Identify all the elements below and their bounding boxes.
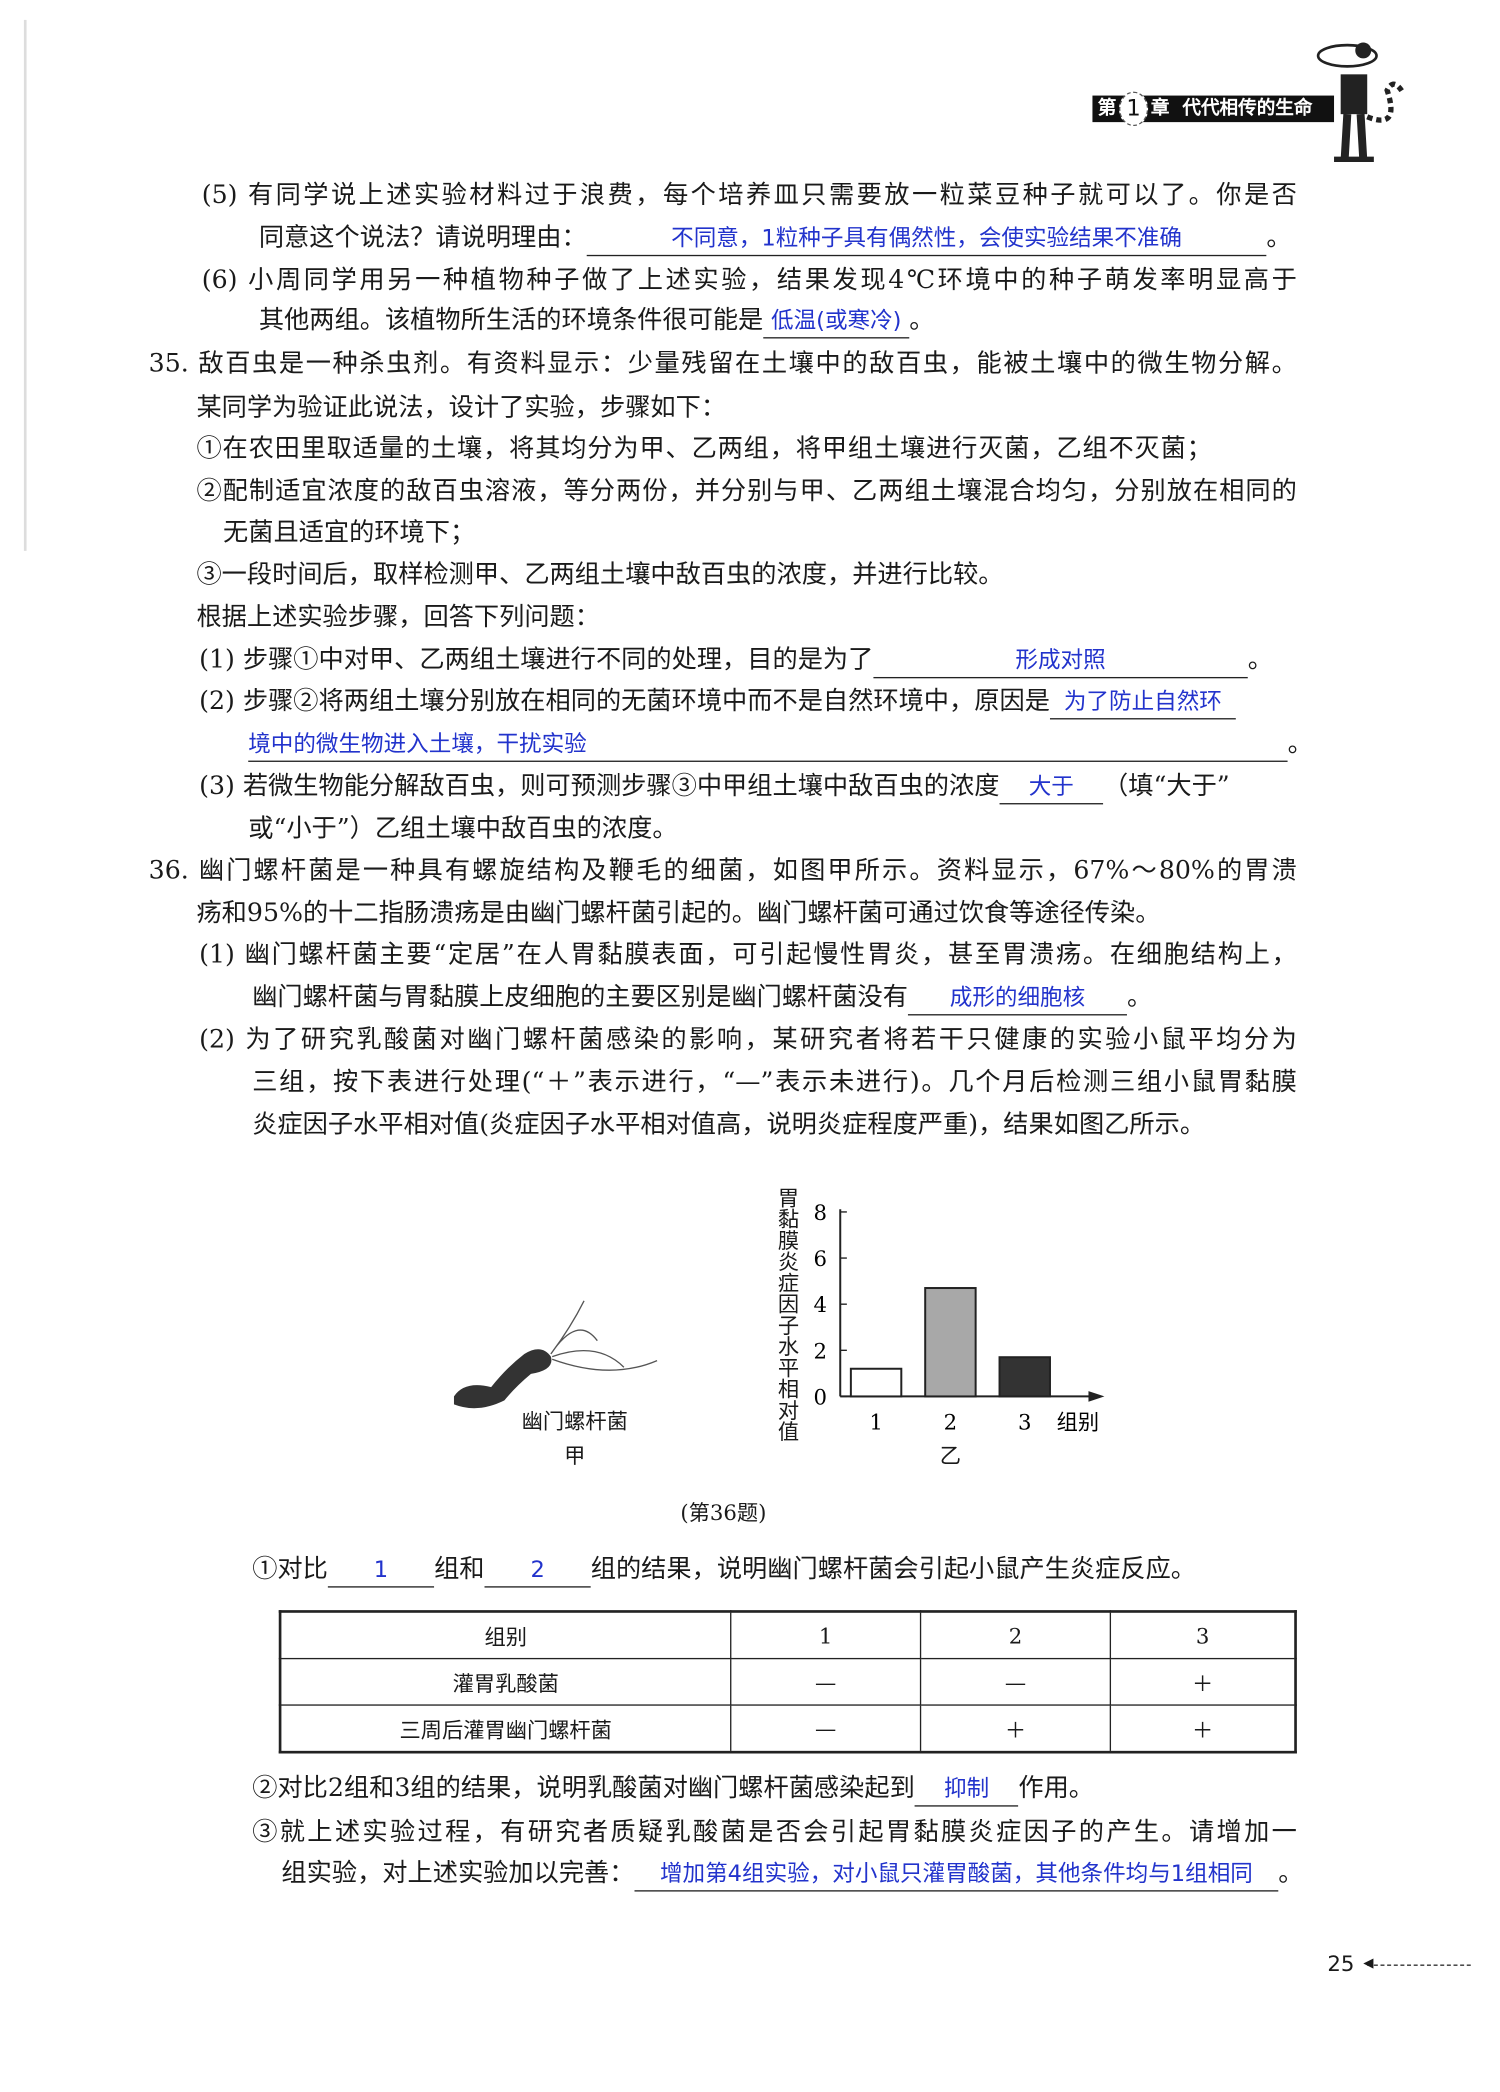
y-tick-label: 4	[813, 1293, 827, 1318]
fig-a-tag: 甲	[564, 1442, 586, 1469]
chapter-prefix: 第	[1097, 98, 1117, 120]
q35-p2-cont: 境中的微生物进入土壤，干扰实验。	[248, 725, 1313, 762]
table-cell: —	[730, 1704, 922, 1753]
q36-s1-answer1: 1	[327, 1554, 435, 1588]
q35-p2-answer-a: 为了防止自然环	[1049, 686, 1236, 720]
table-cell: 三周后灌胃幽门螺杆菌	[279, 1704, 732, 1753]
chapter-title: 代代相传的生命	[1182, 98, 1313, 120]
table-cell: —	[730, 1657, 922, 1706]
q35-stem1: 35. 敌百虫是一种杀虫剂。有资料显示：少量残留在土壤中的敌百虫，能被土壤中的微…	[148, 349, 1297, 379]
q36-p1-text: 幽门螺杆菌与胃黏膜上皮细胞的主要区别是幽门螺杆菌没有	[252, 982, 908, 1012]
q35-p3: (3) 若微生物能分解敌百虫，则可预测步骤③中甲组土壤中敌百虫的浓度 大于 （填“大…	[199, 767, 1230, 805]
bar-group-2	[924, 1287, 977, 1398]
bar-group-3	[998, 1356, 1051, 1398]
table-header: 组别	[279, 1610, 732, 1660]
y-tick-label: 6	[813, 1247, 827, 1272]
q36-p2a: (2) 为了研究乳酸菌对幽门螺杆菌感染的影响，某研究者将若干只健康的实验小鼠平均…	[199, 1024, 1297, 1054]
x-axis-label: 组别	[1057, 1411, 1099, 1436]
q35-p3-hint: （填“大于”	[1103, 771, 1230, 801]
q36-s1-text-a: ①对比	[252, 1554, 328, 1584]
q35-p1: (1) 步骤①中对甲、乙两组土壤进行不同的处理，目的是为了 形成对照。	[199, 641, 1273, 679]
q34-p6-answer: 低温(或寒冷)	[763, 305, 910, 339]
q35-p2-text: (2) 步骤②将两组土壤分别放在相同的无菌环境中而不是自然环境中，原因是	[199, 686, 1050, 716]
table-header: 1	[730, 1610, 922, 1660]
q35-p2-answer-b: 境中的微生物进入土壤，干扰实验	[248, 729, 1288, 762]
q35-step2a: ②配制适宜浓度的敌百虫溶液，等分两份，并分别与甲、乙两组土壤混合均匀，分别放在相…	[196, 476, 1297, 506]
q34-p6-text: 其他两组。该植物所生活的环境条件很可能是	[258, 305, 764, 335]
margin-line	[23, 19, 27, 551]
q35-p3-text: (3) 若微生物能分解敌百虫，则可预测步骤③中甲组土壤中敌百虫的浓度	[199, 771, 1000, 801]
chart-ylabel: 胃黏膜炎症因子水平相对值	[773, 1186, 800, 1442]
table-header: 3	[1109, 1610, 1297, 1660]
bar-group-1	[849, 1367, 903, 1398]
q34-p5-line2: 同意这个说法？请说明理由： 不同意，1粒种子具有偶然性，会使实验结果不准确。	[258, 219, 1292, 257]
y-tick-label: 2	[813, 1339, 827, 1364]
bar-chart: 0 2 4 6 8 1 2 3 组别	[813, 1201, 1105, 1436]
arrow-left-icon: ◀	[1363, 1956, 1374, 1972]
x-tick-label: 3	[1018, 1411, 1032, 1436]
table-cell: —	[919, 1657, 1112, 1706]
q36-s1: ①对比 1 组和 2 组的结果，说明幽门螺杆菌会引起小鼠产生炎症反应。	[252, 1550, 1197, 1588]
q36-p2c: 炎症因子水平相对值(炎症因子水平相对值高，说明炎症程度严重)，结果如图乙所示。	[252, 1109, 1206, 1139]
q36-s3-answer: 增加第4组实验，对小鼠只灌胃酸菌，其他条件均与1组相同	[634, 1858, 1279, 1892]
table-row: 三周后灌胃幽门螺杆菌 — ＋ ＋	[279, 1704, 1297, 1753]
q36-s1-text-b: 组和	[434, 1554, 485, 1584]
q36-s2: ②对比2组和3组的结果，说明乳酸菌对幽门螺杆菌感染起到 抑制 作用。	[252, 1769, 1095, 1807]
page-arrow-line	[1367, 1964, 1471, 1966]
table-header: 2	[919, 1610, 1112, 1660]
q36-p2b: 三组，按下表进行处理(“＋”表示进行，“—”表示未进行)。几个月后检测三组小鼠胃…	[252, 1067, 1297, 1097]
table-header-row: 组别 1 2 3	[279, 1610, 1297, 1660]
q35-step2b: 无菌且适宜的环境下；	[223, 517, 476, 547]
y-tick-label: 8	[813, 1201, 827, 1226]
q35-p3-answer: 大于	[999, 771, 1104, 805]
helicobacter-illustration	[453, 1300, 658, 1409]
q35-prompt: 根据上述实验步骤，回答下列问题：	[196, 602, 601, 632]
q34-p6-line1: (6) 小周同学用另一种植物种子做了上述实验，结果发现4℃环境中的种子萌发率明显…	[201, 265, 1297, 295]
q36-p1-answer: 成形的细胞核	[907, 982, 1127, 1016]
q36-s1-answer2: 2	[484, 1554, 591, 1588]
q36-s2-text: ②对比2组和3组的结果，说明乳酸菌对幽门螺杆菌感染起到	[252, 1773, 915, 1803]
fig-a-label: 幽门螺杆菌	[521, 1408, 628, 1434]
q35-p3-cont: 或“小于”）乙组土壤中敌百虫的浓度。	[248, 813, 678, 843]
q36-s2-answer: 抑制	[914, 1773, 1019, 1807]
q35-stem2: 某同学为验证此说法，设计了实验，步骤如下：	[196, 392, 727, 423]
table-row: 灌胃乳酸菌 — — ＋	[279, 1657, 1297, 1706]
q36-s3-text: 组实验，对上述实验加以完善：	[281, 1858, 635, 1888]
x-tick-label: 1	[869, 1411, 883, 1436]
q36-s1-text-c: 组的结果，说明幽门螺杆菌会引起小鼠产生炎症反应。	[590, 1554, 1197, 1584]
q36-stem2: 疡和95%的十二指肠溃疡是由幽门螺杆菌引起的。幽门螺杆菌可通过饮食等途径传染。	[196, 898, 1161, 928]
y-tick-label: 0	[813, 1385, 827, 1410]
x-axis-arrow-icon	[1088, 1391, 1105, 1402]
q34-p5-answer: 不同意，1粒种子具有偶然性，会使实验结果不准确	[586, 223, 1267, 257]
table-cell: ＋	[919, 1704, 1112, 1753]
q36-p1a: (1) 幽门螺杆菌主要“定居”在人胃黏膜表面，可引起慢性胃炎，甚至胃溃疡。在细胞…	[199, 939, 1297, 970]
q34-p5-line1: (5) 有同学说上述实验材料过于浪费，每个培养皿只需要放一粒菜豆种子就可以了。你…	[201, 180, 1297, 210]
treatment-table: 组别 1 2 3 灌胃乳酸菌 — — ＋ 三周后灌胃幽门螺杆菌 — ＋ ＋	[278, 1610, 1297, 1754]
q35-p2: (2) 步骤②将两组土壤分别放在相同的无菌环境中而不是自然环境中，原因是 为了防止…	[199, 682, 1236, 720]
table-cell: ＋	[1109, 1704, 1297, 1753]
figure-caption: (第36题)	[680, 1499, 767, 1526]
tiger-mascot-icon	[1316, 42, 1406, 162]
chapter-number: 1	[1118, 91, 1149, 127]
fig-b-tag: 乙	[939, 1442, 962, 1469]
q34-p6-line2: 其他两组。该植物所生活的环境条件很可能是 低温(或寒冷)。	[258, 301, 935, 339]
table-cell: 灌胃乳酸菌	[279, 1657, 732, 1706]
chapter-suffix: 章	[1150, 98, 1170, 120]
q34-p5-text: 同意这个说法？请说明理由：	[258, 223, 587, 253]
q36-s3b: 组实验，对上述实验加以完善： 增加第4组实验，对小鼠只灌胃酸菌，其他条件均与1组相…	[281, 1854, 1304, 1892]
table-cell: ＋	[1109, 1657, 1297, 1706]
q36-s2-text-b: 作用。	[1018, 1773, 1095, 1803]
q36-s3a: ③就上述实验过程，有研究者质疑乳酸菌是否会引起胃黏膜炎症因子的产生。请增加一	[252, 1817, 1297, 1847]
q35-p1-text: (1) 步骤①中对甲、乙两组土壤进行不同的处理，目的是为了	[199, 645, 874, 675]
q36-p1b: 幽门螺杆菌与胃黏膜上皮细胞的主要区别是幽门螺杆菌没有 成形的细胞核。	[252, 978, 1152, 1016]
q35-step3: ③一段时间后，取样检测甲、乙两组土壤中敌百虫的浓度，并进行比较。	[196, 560, 1004, 590]
q36-stem1: 36. 幽门螺杆菌是一种具有螺旋结构及鞭毛的细菌，如图甲所示。资料显示，67%～…	[148, 856, 1297, 886]
q35-step1: ①在农田里取适量的土壤，将其均分为甲、乙两组，将甲组土壤进行灭菌，乙组不灭菌；	[196, 434, 1212, 464]
q35-p1-answer: 形成对照	[873, 645, 1248, 679]
x-tick-label: 2	[944, 1411, 958, 1436]
page-number: 25	[1327, 1951, 1355, 1977]
